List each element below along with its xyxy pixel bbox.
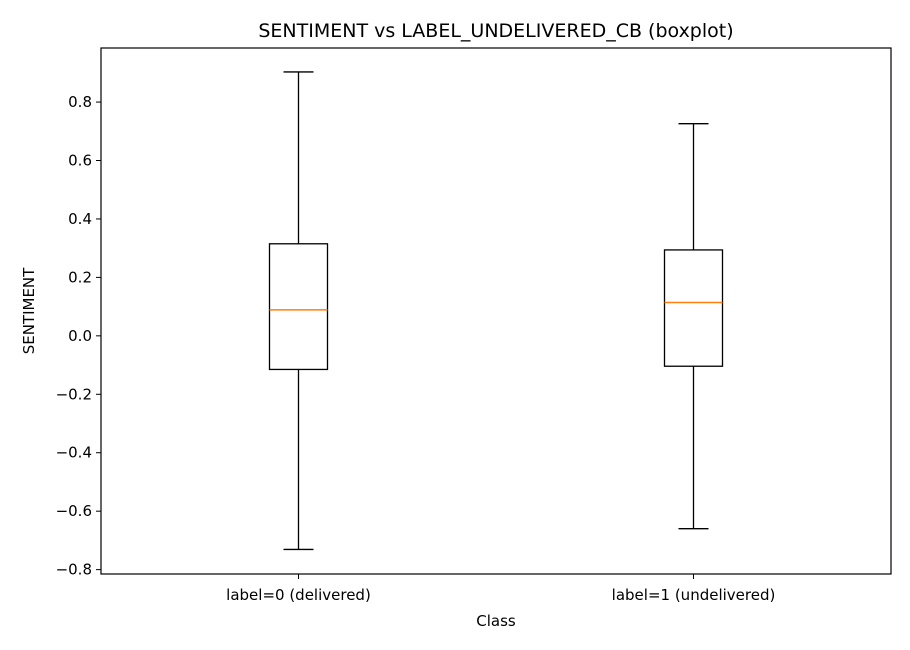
interquartile-box [663,249,724,367]
x-axis-ticks: label=0 (delivered) label=1 (undelivered) [226,574,775,604]
y-axis-label: SENTIMENT [20,267,38,354]
y-axis-ticks: −0.8 −0.6 −0.4 −0.2 0.0 0.2 0.4 0.6 0.8 [56,93,101,579]
box-group [268,71,329,551]
y-tick-label: −0.4 [56,444,92,462]
y-tick-label: 0.0 [68,327,92,345]
x-axis-label: Class [476,612,516,630]
y-tick-label: 0.4 [68,210,92,228]
y-tick-label: −0.2 [56,385,92,403]
y-tick-label: −0.8 [56,561,92,579]
y-tick-label: 0.6 [68,152,92,170]
box-series [268,71,724,551]
y-tick-label: 0.8 [68,93,92,111]
x-tick-label: label=0 (delivered) [226,586,371,604]
y-tick-label: −0.6 [56,502,92,520]
interquartile-box [268,243,329,371]
plot-area-frame [100,47,892,575]
chart-title: SENTIMENT vs LABEL_UNDELIVERED_CB (boxpl… [258,20,733,42]
box-group [663,123,724,530]
y-tick-label: 0.2 [68,268,92,286]
x-tick-label: label=1 (undelivered) [612,586,776,604]
